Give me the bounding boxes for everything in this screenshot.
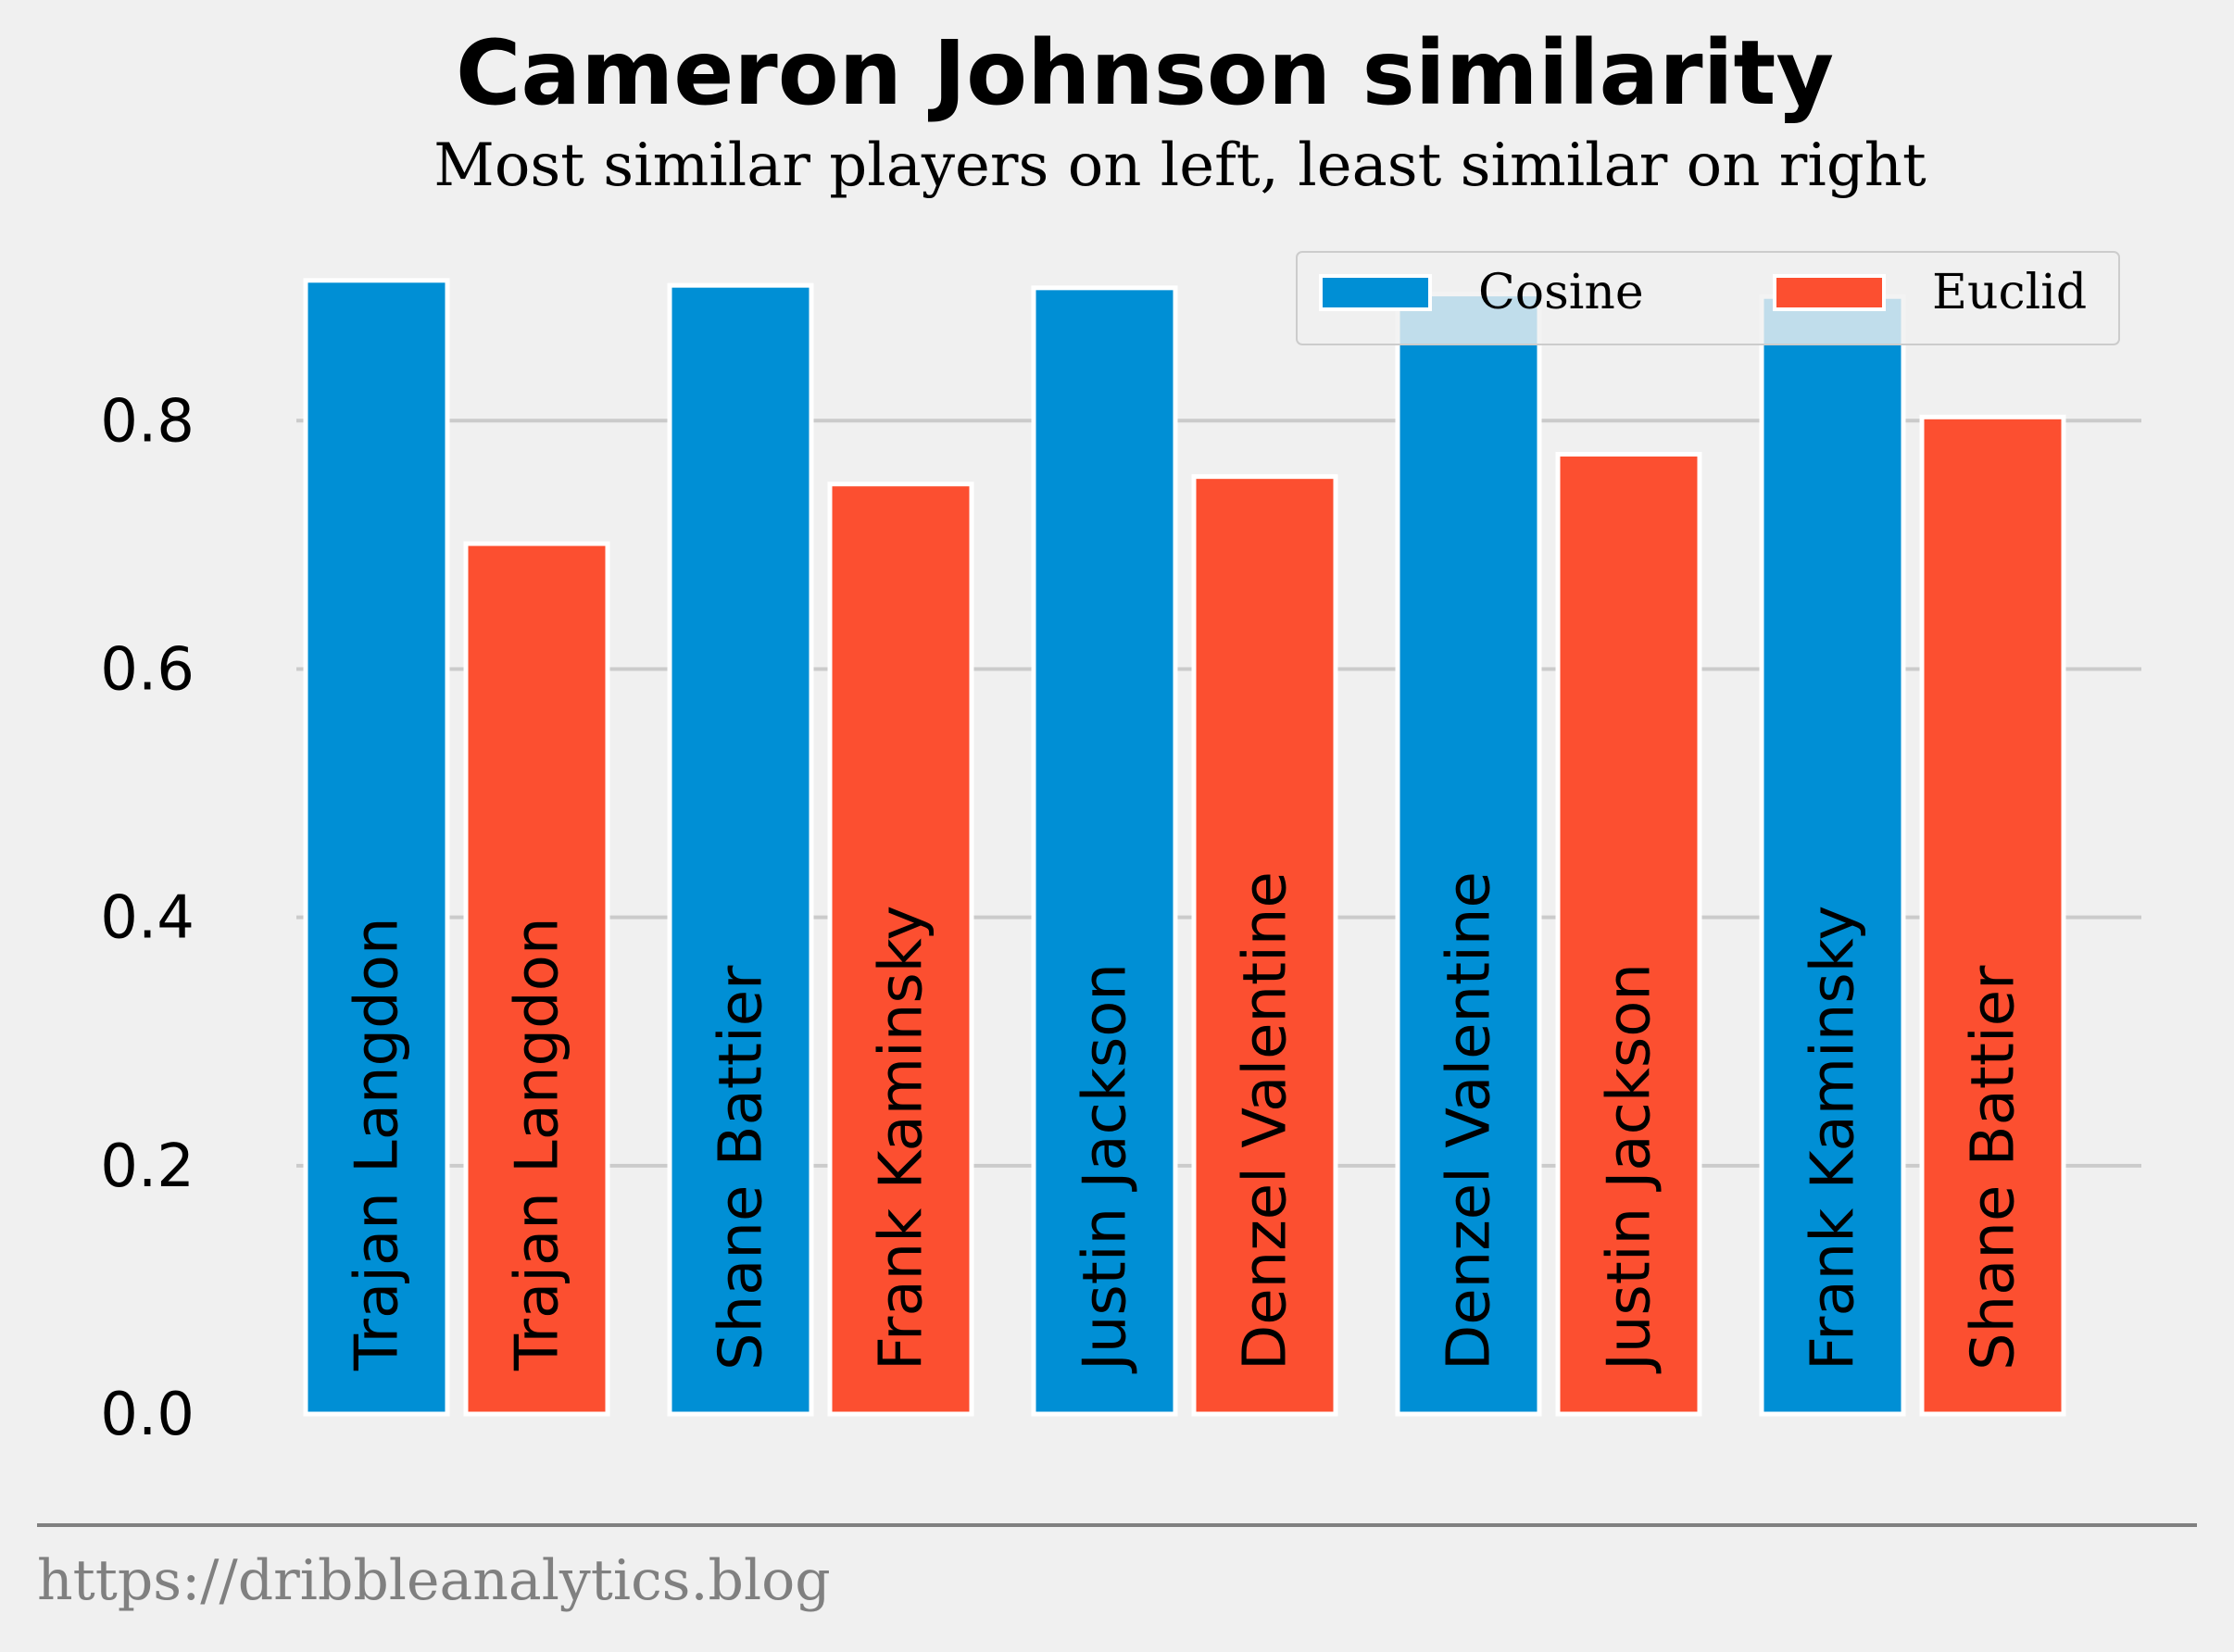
y-axis-ticks: 0.0 0.2 0.4 0.6 0.8 bbox=[100, 387, 195, 1449]
bar-label-cosine-0: Trajan Langdon bbox=[344, 917, 412, 1371]
legend-swatch-euclid bbox=[1773, 274, 1886, 311]
y-tick-label: 0.4 bbox=[100, 884, 195, 953]
y-tick-label: 0.2 bbox=[100, 1133, 195, 1201]
legend-box bbox=[1296, 251, 2120, 345]
bar-cosine-1 bbox=[667, 282, 814, 1417]
bar-label-cosine-2: Justin Jackson bbox=[1072, 963, 1140, 1374]
bar-label-cosine-3: Denzel Valentine bbox=[1436, 871, 1504, 1370]
chart-subtitle: Most similar players on left, least simi… bbox=[433, 131, 1927, 200]
bar-euclid-1 bbox=[827, 482, 974, 1417]
chart-title: Cameron Johnson similarity bbox=[456, 21, 1834, 125]
y-tick-label: 0.6 bbox=[100, 635, 195, 704]
bar-label-euclid-1: Frank Kaminsky bbox=[868, 906, 936, 1370]
footer-url: https://dribbleanalytics.blog bbox=[37, 1548, 831, 1613]
legend-label-euclid: Euclid bbox=[1932, 265, 2087, 320]
bar-label-euclid-3: Justin Jackson bbox=[1596, 963, 1664, 1374]
bar-euclid-0 bbox=[463, 541, 610, 1417]
bar-labels: Trajan Langdon Shane Battier Justin Jackso… bbox=[344, 871, 2028, 1374]
legend: Cosine Euclid bbox=[1296, 251, 2120, 345]
y-tick-label: 0.0 bbox=[100, 1381, 195, 1449]
legend-swatch-cosine bbox=[1319, 274, 1432, 311]
bar-cosine-0 bbox=[303, 278, 450, 1417]
bar-label-cosine-1: Shane Battier bbox=[708, 965, 776, 1370]
bar-label-euclid-4: Shane Battier bbox=[1960, 965, 2028, 1370]
bar-cosine-2 bbox=[1031, 285, 1178, 1417]
bar-euclid-2 bbox=[1191, 474, 1338, 1417]
bar-cosine-4 bbox=[1759, 294, 1906, 1417]
bar-label-euclid-2: Denzel Valentine bbox=[1232, 871, 1300, 1370]
y-tick-label: 0.8 bbox=[100, 387, 195, 456]
bar-euclid-3 bbox=[1555, 452, 1702, 1417]
bar-euclid-4 bbox=[1919, 414, 2066, 1417]
bar-label-cosine-4: Frank Kaminsky bbox=[1800, 906, 1868, 1370]
bar-label-euclid-0: Trajan Langdon bbox=[504, 917, 572, 1371]
legend-label-cosine: Cosine bbox=[1478, 265, 1644, 320]
